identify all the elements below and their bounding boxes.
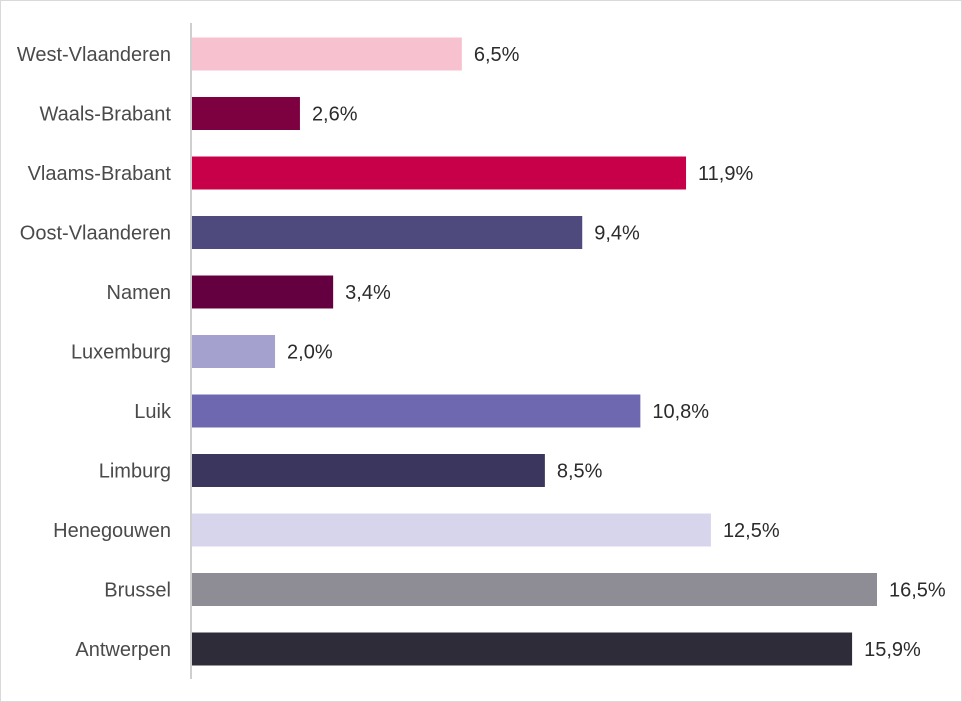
data-label: 10,8%: [652, 401, 709, 423]
category-label: Henegouwen: [53, 520, 171, 542]
bar: [192, 97, 300, 130]
data-label: 8,5%: [557, 461, 603, 483]
bar: [192, 513, 711, 547]
bar: [192, 216, 583, 249]
bar: [192, 632, 853, 666]
category-label: Brussel: [104, 580, 171, 602]
data-label: 2,0%: [287, 342, 333, 364]
category-label: Namen: [107, 282, 171, 304]
data-label: 15,9%: [864, 639, 921, 661]
bar: [192, 37, 462, 71]
category-label: Luxemburg: [71, 342, 171, 364]
bar: [192, 156, 687, 190]
bar: [192, 275, 334, 309]
data-label: 9,4%: [594, 223, 640, 245]
bar: [192, 573, 877, 606]
data-label: 2,6%: [312, 104, 358, 126]
category-label: West-Vlaanderen: [17, 44, 171, 66]
category-label: Luik: [134, 401, 172, 423]
bar: [192, 394, 641, 428]
data-label: 6,5%: [474, 44, 520, 66]
bar: [192, 454, 545, 487]
category-label: Oost-Vlaanderen: [20, 223, 171, 245]
data-label: 11,9%: [698, 163, 753, 185]
category-label: Waals-Brabant: [39, 104, 171, 126]
category-label: Limburg: [99, 461, 171, 483]
category-label: Vlaams-Brabant: [28, 163, 172, 185]
data-label: 16,5%: [889, 580, 946, 602]
data-label: 12,5%: [723, 520, 780, 542]
bar: [192, 335, 276, 368]
data-label: 3,4%: [345, 282, 391, 304]
category-label: Antwerpen: [75, 639, 171, 661]
